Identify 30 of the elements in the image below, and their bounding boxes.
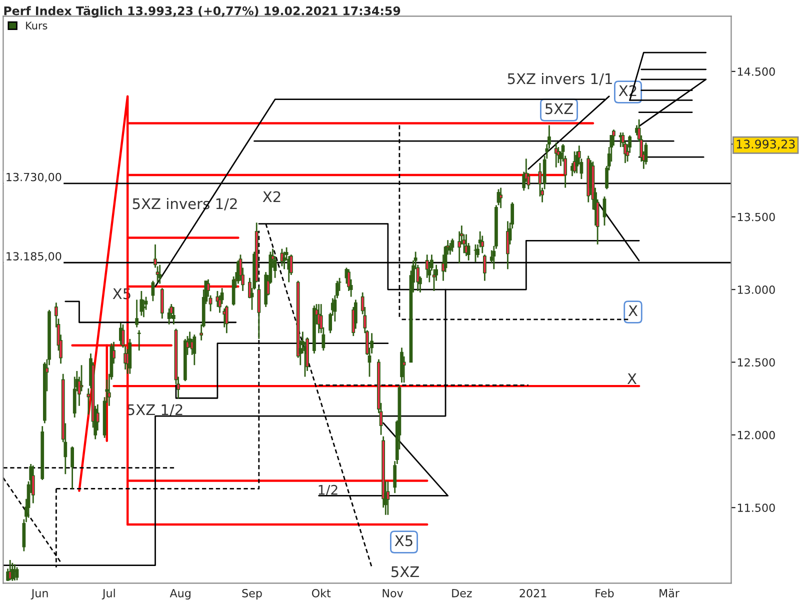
chart-title: Perf Index Täglich 13.993,23 (+0,77%) 19.02.2021 17:34:59 — [4, 6, 400, 18]
annotation: 5XZ 1/2 — [127, 404, 182, 416]
text: 13.993,23 — [736, 140, 795, 150]
annotation: 5XZ — [545, 103, 573, 114]
annotation: 5XZ — [391, 566, 419, 578]
x-tick-label: Jun — [30, 589, 48, 600]
y-tick-label: 14.500 — [738, 67, 775, 76]
annotation: X — [627, 373, 637, 384]
x-tick-label: 2021 — [520, 588, 546, 598]
y-tick-label: 13.000 — [738, 286, 775, 294]
y-tick-label: 12.500 — [738, 358, 775, 367]
x-tick-label: Jul — [102, 588, 115, 600]
x-tick-label: Okt — [312, 588, 331, 598]
annotation: 5XZ invers 1/1 — [508, 72, 612, 86]
x-tick-label: Dez — [452, 589, 472, 598]
x-tick-label: Aug — [170, 589, 190, 600]
y-tick-label: 13.500 — [738, 212, 775, 222]
ref-line-label: 13.730,00 — [6, 172, 62, 182]
legend-label: Kurs — [26, 22, 48, 30]
annotation: 1/2 — [318, 484, 338, 496]
y-tick-label: 12.000 — [738, 430, 775, 440]
annotation: X — [628, 305, 638, 316]
y-tick-label: 11.500 — [738, 504, 775, 512]
ref-line-label: 13.185,00 — [6, 252, 62, 262]
x-tick-label: Sep — [242, 588, 262, 600]
annotation: X5 — [394, 535, 412, 546]
annotation: X2 — [262, 191, 280, 202]
x-tick-label: Feb — [596, 588, 614, 598]
x-tick-label: Nov — [382, 589, 404, 598]
x-tick-label: Mär — [660, 588, 680, 598]
